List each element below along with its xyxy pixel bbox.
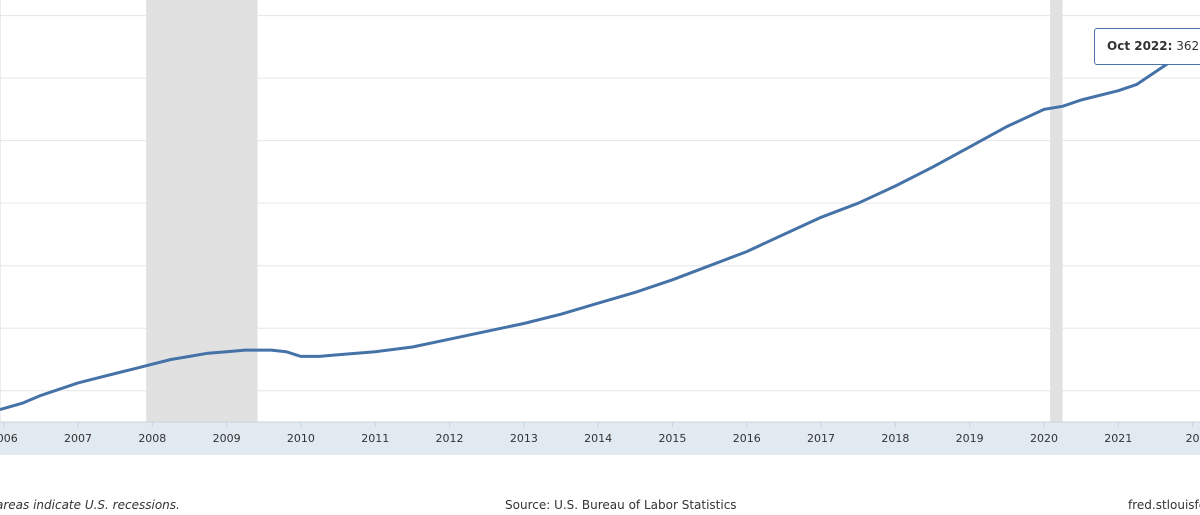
recession-band <box>1050 0 1063 422</box>
data-tooltip: Oct 2022: 362.26 <box>1094 28 1200 65</box>
source-credit: Source: U.S. Bureau of Labor Statistics <box>505 498 737 512</box>
x-axis-ticks: 2006 2007 2008 2009 2010 2011 2012 2013 2014 2015… <box>0 422 1200 445</box>
chart-footer: areas indicate U.S. recessions. Source: … <box>0 494 1200 515</box>
x-tick-label: 2008 <box>138 432 166 445</box>
site-link[interactable]: fred.stlouisfed.or <box>1128 498 1200 512</box>
chart-container: 2006 2007 2008 2009 2010 2011 2012 2013 2014 2015… <box>0 0 1200 455</box>
series-line[interactable] <box>0 37 1200 411</box>
tooltip-date: Oct 2022: <box>1107 39 1173 53</box>
x-tick-label: 2007 <box>64 432 92 445</box>
x-tick-label: 2013 <box>510 432 538 445</box>
tooltip-value: 362.26 <box>1176 39 1200 53</box>
x-tick-label: 2017 <box>807 432 835 445</box>
recession-band <box>146 0 258 422</box>
x-tick-label: 2006 <box>0 432 18 445</box>
x-tick-label: 2019 <box>956 432 984 445</box>
recession-note: areas indicate U.S. recessions. <box>0 498 180 512</box>
x-tick-label: 2016 <box>733 432 761 445</box>
x-tick-label: 20 <box>1186 432 1200 445</box>
x-tick-label: 2021 <box>1104 432 1132 445</box>
chart-svg: 2006 2007 2008 2009 2010 2011 2012 2013 2014 2015… <box>0 0 1200 455</box>
x-tick-label: 2009 <box>213 432 241 445</box>
x-tick-label: 2011 <box>361 432 389 445</box>
x-tick-label: 2018 <box>881 432 909 445</box>
x-tick-label: 2020 <box>1030 432 1058 445</box>
x-tick-label: 2012 <box>436 432 464 445</box>
x-tick-label: 2015 <box>658 432 686 445</box>
x-tick-label: 2010 <box>287 432 315 445</box>
x-axis-band <box>0 422 1200 455</box>
x-tick-label: 2014 <box>584 432 612 445</box>
